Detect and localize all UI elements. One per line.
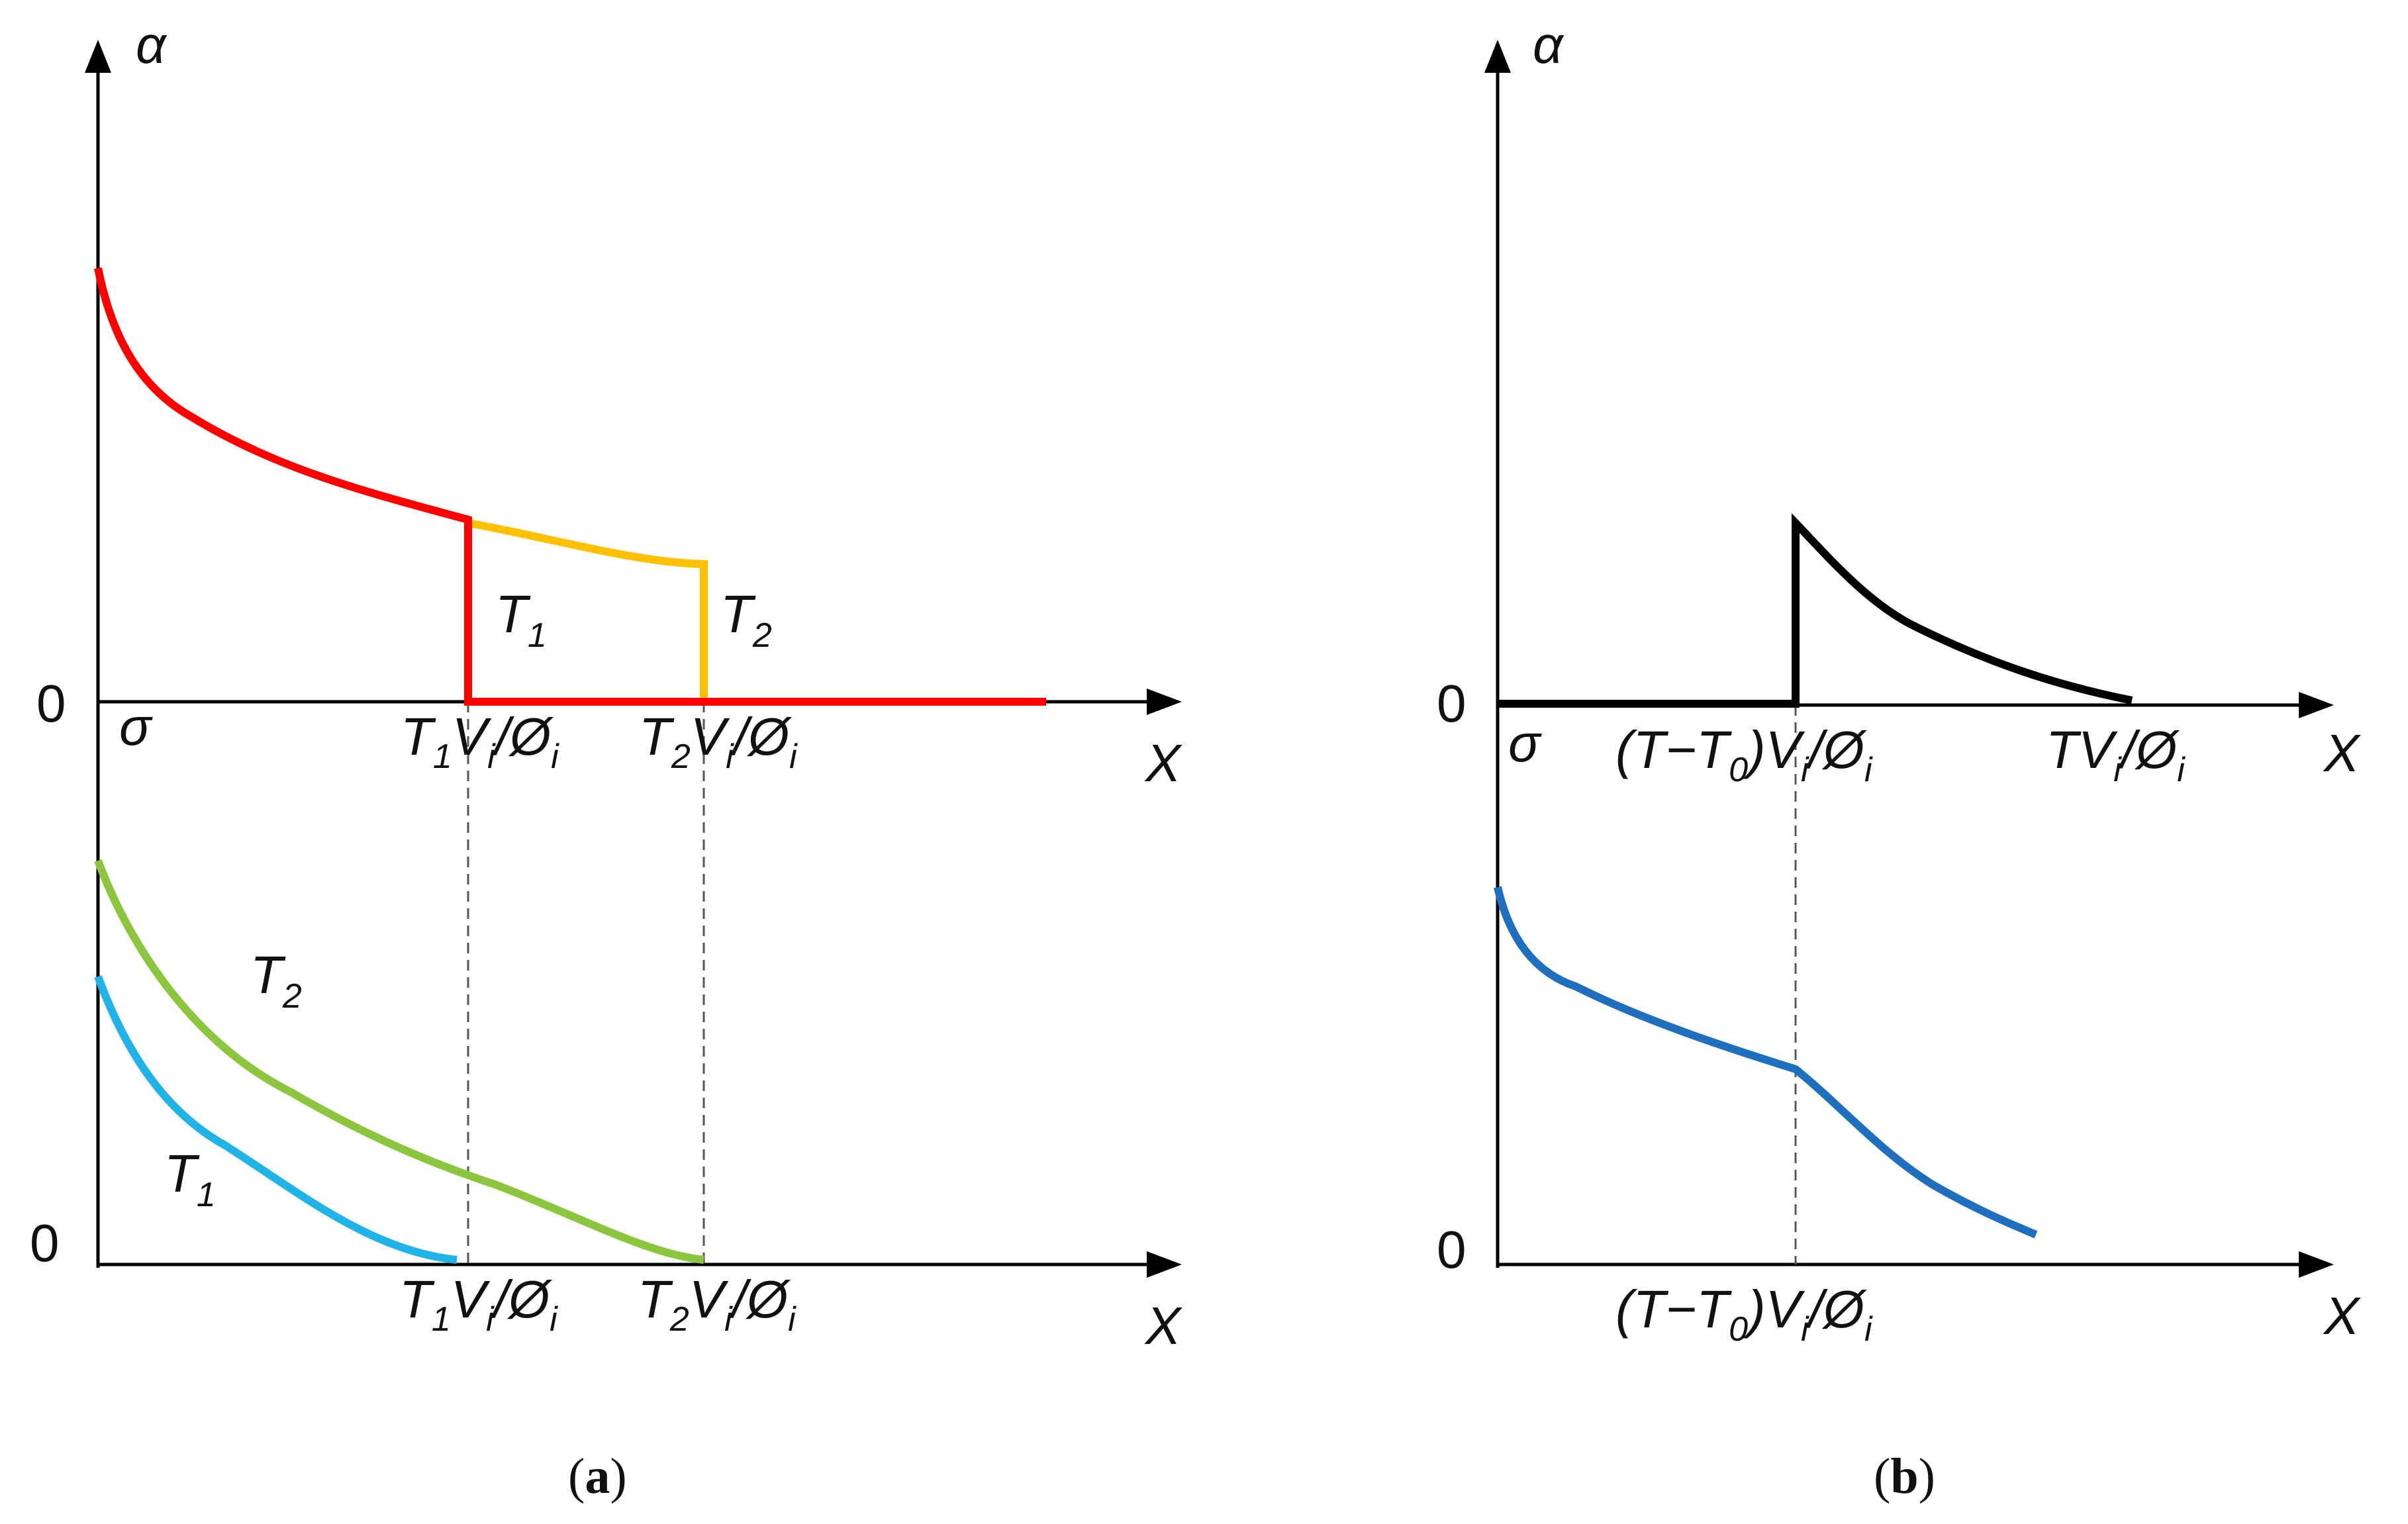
panel-a-curve-label-t2-lower: T2 [250,945,302,1016]
panel-a-y-arrowhead [85,40,111,73]
panel-a-upper-tick-t2: T2Vi/Øi [639,707,798,776]
panel-b-upper-tick-tv: TVi/Øi [2046,720,2186,789]
panel-b-black-curve [1498,513,2133,708]
panel-b-dark-blue-curve [1494,886,2038,1239]
panel-b-y-axis-label: α [1533,15,1565,74]
panel-b-sigma-label: σ [1508,714,1542,773]
panel-a-lower-tick-t2: T2Vi/Øi [638,1270,796,1339]
panel-b-lower-x-arrowhead [2299,1251,2334,1278]
panel-a-curve-label-t2-upper: T2 [720,585,772,655]
panel-a-upper-x-arrowhead [1147,689,1182,715]
panel-a-curve-label-t1-upper: T1 [495,585,547,655]
panel-b-upper-zero: 0 [1437,674,1467,733]
panel-a-upper-x-label: X [1144,734,1182,792]
panel-b-upper-tick-tt0: (T−T0)Vi/Øi [1615,720,1873,789]
panel-b-y-arrowhead [1484,40,1511,73]
panel-a-green-curve [94,859,704,1264]
panel-a-lower-zero: 0 [30,1214,60,1272]
panel-a-lower-x-arrowhead [1147,1251,1182,1278]
panel-b: α 0 σ X 0 X (T−T0)Vi/Øi TVi/Øi (T−T0)Vi/… [1437,15,2361,1504]
panel-a-orange-segment [467,519,708,702]
panel-b-lower-tick-tt0: (T−T0)Vi/Øi [1615,1280,1873,1349]
panel-a-sigma-label: σ [119,697,153,756]
panel-a-curve-label-t1-lower: T1 [164,1144,216,1214]
panel-a-light-blue-curve [94,975,458,1264]
panel-a-upper-zero: 0 [36,674,66,733]
panel-a-lower-tick-t1: T1Vi/Øi [399,1270,558,1339]
panel-b-lower-zero: 0 [1437,1220,1467,1279]
panel-b-caption: (b) [1874,1449,1935,1504]
panel-b-upper-x-label: X [2323,724,2361,783]
panel-a-caption: (a) [568,1449,627,1504]
panel-a: α 0 σ X 0 X T1 T2 T1Vi/Øi T2Vi/Øi T2 T1 … [30,15,1182,1504]
panel-b-upper-x-arrowhead [2299,692,2334,718]
panel-a-lower-x-label: X [1144,1296,1182,1355]
panel-a-upper-tick-t1: T1Vi/Øi [401,707,559,776]
panel-b-lower-x-label: X [2323,1286,2361,1345]
panel-a-y-axis-label: α [136,15,168,74]
panel-a-red-curve [94,267,1046,706]
